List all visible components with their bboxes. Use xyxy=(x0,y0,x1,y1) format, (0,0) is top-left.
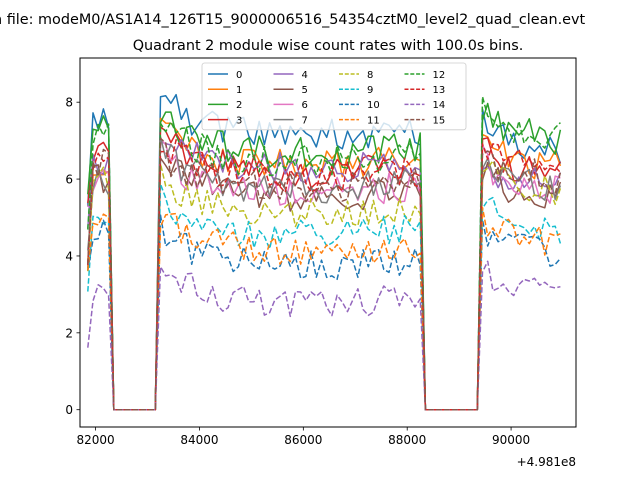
y-tick-label-3: 6 xyxy=(65,173,73,187)
y-tick-label-0: 0 xyxy=(65,403,73,417)
legend-label-0: 0 xyxy=(236,70,242,81)
chart-title: Quadrant 2 module wise count rates with … xyxy=(133,38,524,54)
series-line-13 xyxy=(87,139,561,411)
legend-label-8: 8 xyxy=(367,70,373,81)
legend-label-14: 14 xyxy=(433,100,446,111)
legend-label-9: 9 xyxy=(367,85,373,96)
plot-area-frame xyxy=(79,57,577,428)
legend-label-10: 10 xyxy=(367,100,380,111)
legend-label-11: 11 xyxy=(367,115,380,126)
x-tick-label-3: 88000 xyxy=(388,433,426,447)
x-axis-offset-label: +4.981e8 xyxy=(517,455,576,469)
legend-box xyxy=(201,62,467,131)
legend-label-3: 3 xyxy=(236,115,242,126)
x-tick-label-1: 84000 xyxy=(180,433,218,447)
axis-ticks: 82000 84000 86000 88000 90000 0 2 4 6 8 xyxy=(65,96,530,447)
series-line-12 xyxy=(87,95,561,411)
series-line-10 xyxy=(87,214,561,411)
legend-label-2: 2 xyxy=(236,100,242,111)
legend-label-15: 15 xyxy=(433,115,446,126)
figure-suptitle: n file: modeM0/AS1A14_126T15_9000006516_… xyxy=(0,12,586,28)
legend-label-13: 13 xyxy=(433,85,446,96)
legend-label-7: 7 xyxy=(302,115,308,126)
y-tick-label-2: 4 xyxy=(65,249,73,263)
x-tick-label-2: 86000 xyxy=(284,433,322,447)
series-line-11 xyxy=(87,206,561,411)
legend-label-12: 12 xyxy=(433,70,446,81)
x-tick-label-0: 82000 xyxy=(76,433,114,447)
x-tick-label-4: 90000 xyxy=(492,433,530,447)
legend-label-1: 1 xyxy=(236,85,242,96)
series-line-15 xyxy=(87,137,562,411)
series-layer xyxy=(87,93,562,411)
series-line-14 xyxy=(87,260,561,411)
legend-label-6: 6 xyxy=(302,100,308,111)
y-tick-label-1: 2 xyxy=(65,326,73,340)
series-line-8 xyxy=(87,160,562,411)
legend-label-5: 5 xyxy=(302,85,308,96)
legend-label-4: 4 xyxy=(302,70,308,81)
y-tick-label-4: 8 xyxy=(65,96,73,110)
